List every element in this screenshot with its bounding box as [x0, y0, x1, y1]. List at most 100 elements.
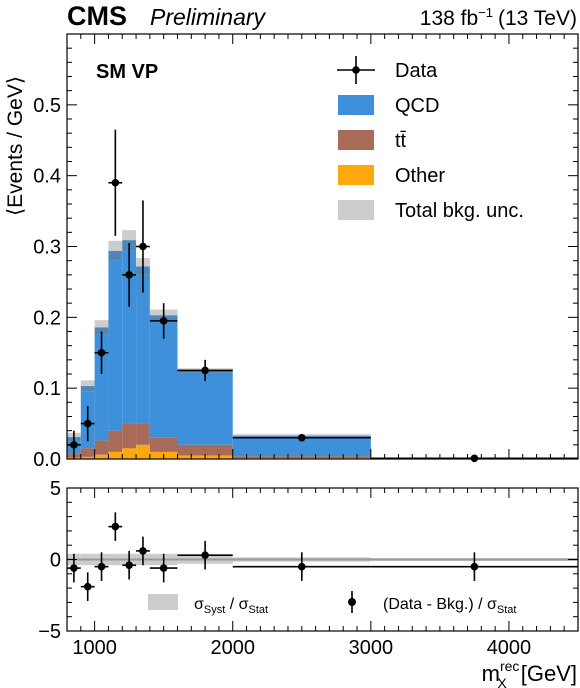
- pull-point-5: [139, 547, 147, 555]
- legend-label-4: Total bkg. unc.: [395, 200, 524, 222]
- x-axis-label: mrec X [GeV]: [482, 658, 577, 688]
- bar-tt-6: [149, 437, 178, 452]
- main-ytick-label-1: 0.1: [33, 378, 61, 400]
- bar-qcd-6: [149, 320, 178, 438]
- annotation-label: SM VP: [96, 61, 158, 83]
- bar-tt-5: [136, 423, 150, 445]
- data-point-7: [201, 366, 209, 375]
- data-point-9: [470, 454, 479, 463]
- ratio-legend: σSyst / σStat (Data - Bkg.) / σStat: [148, 591, 516, 616]
- bar-tt-4: [122, 423, 137, 449]
- ratio-xtick-label-3: 4000: [487, 637, 532, 659]
- legend-swatch-1: [338, 95, 374, 115]
- main-marks: [67, 129, 578, 463]
- x-axis-label-unit: [GeV]: [521, 661, 577, 686]
- data-point-1: [83, 419, 92, 428]
- bar-tt-2: [94, 440, 109, 455]
- bar-tt-1: [80, 448, 95, 457]
- unc-band-2: [94, 320, 109, 328]
- unc-band-3: [108, 240, 123, 251]
- bar-other-1: [80, 456, 95, 459]
- syst-sub2: Stat: [249, 604, 269, 616]
- data-point-2: [97, 348, 106, 357]
- pull-point-7: [201, 551, 209, 560]
- ratio-xtick-label-1: 2000: [210, 637, 255, 659]
- legend-label-syst: σSyst / σStat: [194, 596, 268, 616]
- pull-point-6: [159, 564, 168, 572]
- pull-point-0: [70, 564, 78, 572]
- main-ytick-label-5: 0.5: [33, 95, 61, 117]
- legend-pull-marker: [348, 598, 356, 606]
- syst-div: / σ: [225, 596, 248, 613]
- experiment-label: CMS: [67, 1, 127, 31]
- syst-sigma: σ: [194, 596, 204, 613]
- x-axis-label-sup: rec: [500, 658, 519, 674]
- legend-swatch-4: [338, 200, 374, 220]
- data-point-5: [139, 242, 147, 251]
- ratio-ytick-label-2: 5: [50, 478, 61, 500]
- unc-band-inner-1: [80, 386, 95, 392]
- bar-other-5: [136, 444, 150, 459]
- bar-other-3: [108, 451, 123, 459]
- x-axis-label-sub: X: [497, 675, 507, 688]
- unc-band-1: [80, 380, 95, 387]
- main-y-axis: 0.0 0.1 0.2 0.3 0.4 0.5: [33, 47, 578, 471]
- legend-swatch-syst: [148, 594, 178, 610]
- ratio-ytick-label-1: 0: [50, 550, 61, 572]
- legend-label-3: Other: [395, 165, 445, 187]
- lumi-label: 138 fb−1 (13 TeV): [420, 5, 577, 30]
- ratio-xtick-label-2: 3000: [349, 637, 394, 659]
- legend-swatch-3: [338, 165, 374, 185]
- bar-qcd-7: [177, 372, 233, 445]
- syst-sub: Syst: [204, 604, 225, 616]
- bar-qcd-8: [232, 437, 371, 457]
- unc-band-4: [122, 230, 137, 241]
- y-axis-label: ⟨Events / GeV⟩: [4, 76, 27, 216]
- pull-point-2: [97, 562, 106, 571]
- bar-qcd-5: [136, 274, 150, 424]
- ratio-xtick-label-0: 1000: [72, 637, 117, 659]
- status-label: Preliminary: [150, 4, 267, 30]
- legend-label-pull: (Data - Bkg.) / σStat: [383, 596, 516, 616]
- pull-text: (Data - Bkg.) / σ: [383, 596, 497, 613]
- bar-tt-7: [177, 444, 233, 456]
- legend-label-2: tt̄: [395, 130, 407, 152]
- ratio-y-axis: −5 0 5: [38, 478, 578, 643]
- pull-point-1: [83, 582, 92, 591]
- main-ytick-label-2: 0.2: [33, 307, 61, 329]
- main-legend: Data QCD tt̄ Other Total bkg. unc.: [337, 56, 524, 222]
- main-ytick-label-0: 0.0: [33, 449, 61, 471]
- pull-point-8: [297, 562, 306, 571]
- data-point-0: [70, 441, 78, 449]
- ratio-marks: [67, 512, 578, 601]
- main-ytick-label-4: 0.4: [33, 166, 61, 188]
- bar-qcd-4: [122, 250, 137, 424]
- bar-other-4: [122, 448, 137, 459]
- data-point-3: [111, 178, 120, 187]
- lumi-exp: −1: [478, 5, 493, 20]
- data-point-4: [125, 271, 133, 279]
- legend-marker-data: [352, 66, 360, 74]
- pull-point-9: [470, 562, 479, 571]
- pull-sub: Stat: [497, 604, 517, 616]
- data-point-6: [159, 317, 168, 325]
- lumi-energy: (13 TeV): [498, 7, 577, 30]
- ratio-ytick-label-0: −5: [38, 621, 61, 643]
- data-point-8: [297, 433, 306, 442]
- lumi-value: 138 fb: [420, 7, 478, 30]
- legend-swatch-2: [338, 130, 374, 150]
- bar-qcd-3: [108, 260, 123, 431]
- unc-band-inner-3: [108, 250, 123, 261]
- main-ytick-label-3: 0.3: [33, 237, 61, 259]
- bar-other-2: [94, 454, 109, 459]
- main-x-ticks: [80, 34, 579, 459]
- ratio-panel: σSyst / σStat (Data - Bkg.) / σStat −505…: [38, 478, 579, 688]
- bar-qcd-2: [94, 334, 109, 441]
- ratio-x-axis: 1000 2000 3000 4000: [72, 488, 579, 659]
- pull-point-3: [111, 522, 120, 531]
- pull-point-4: [125, 561, 133, 570]
- legend-label-1: QCD: [395, 95, 439, 117]
- bar-tt-3: [108, 430, 123, 452]
- unc-band-inner-2: [94, 327, 109, 335]
